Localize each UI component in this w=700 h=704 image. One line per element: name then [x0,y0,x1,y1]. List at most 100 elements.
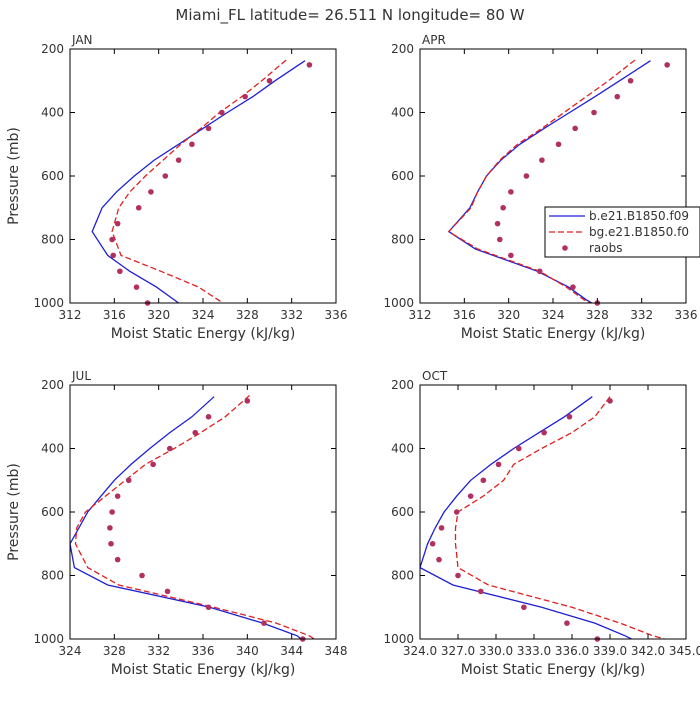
legend: b.e21.B1850.f09 bg.e21.B1850.f0 raobs [544,206,700,258]
legend-marker [562,245,568,251]
raobs-point [133,284,140,290]
x-tick-label: 340 [236,644,259,658]
raobs-point [564,620,570,626]
y-tick-label: 200 [391,42,414,56]
raobs-point [541,429,547,436]
y-tick-label: 200 [41,42,64,56]
raobs-point [108,540,114,547]
panel-label: APR [422,33,446,47]
raobs-point [497,236,503,243]
raobs-point [306,62,313,68]
x-tick-label: 328 [236,308,259,322]
y-tick-label: 400 [391,106,414,120]
y-tick-label: 400 [41,106,64,120]
x-tick-label: 332 [280,308,303,322]
y-tick-label: 400 [391,442,414,456]
model-b-line [91,60,306,303]
raobs-point [536,268,543,275]
x-tick-label: 316 [103,308,126,322]
raobs-point [107,525,113,531]
model-bg-line [447,59,636,303]
plot-frame [419,48,687,304]
y-tick-label: 800 [391,233,414,247]
raobs-point [192,429,199,436]
x-tick-label: 324.0 [403,644,437,658]
raobs-point [266,77,273,84]
panel-label: OCT [422,369,448,383]
raobs-point [508,189,514,195]
raobs-point [570,284,576,290]
raobs-point [500,204,506,211]
x-tick-label: 345.0 [669,644,700,658]
raobs-point [189,141,195,148]
raobs-point [516,445,522,452]
y-tick-label: 1000 [33,632,64,646]
raobs-point [150,461,156,468]
y-tick-label: 1000 [383,632,414,646]
y-tick-label: 200 [391,378,414,392]
raobs-point [175,157,182,163]
x-axis-label: Moist Static Energy (kJ/kg) [461,326,646,342]
x-tick-label: 332 [147,644,170,658]
legend-label: b.e21.B1850.f09 [589,209,689,223]
raobs-point [467,493,474,499]
x-axis-label: Moist Static Energy (kJ/kg) [111,662,296,678]
x-tick-label: 324 [192,308,215,322]
x-axis-label: Moist Static Energy (kJ/kg) [461,662,646,678]
raobs-point [591,109,597,116]
raobs-point [480,477,487,484]
y-tick-label: 600 [41,169,64,183]
raobs-point [164,588,171,595]
x-tick-label: 328 [586,308,609,322]
y-tick-label: 800 [41,233,64,247]
raobs-point [244,398,251,404]
raobs-point [148,189,154,195]
raobs-point [261,620,267,626]
x-tick-label: 316 [453,308,476,322]
y-tick-label: 200 [41,378,64,392]
raobs-point [438,525,445,531]
model-b-line [420,396,633,639]
y-tick-label: 1000 [33,296,64,310]
x-tick-label: 324 [59,644,82,658]
raobs-point [555,141,562,148]
x-tick-label: 344 [280,644,303,658]
y-tick-label: 1000 [383,296,414,310]
raobs-point [162,173,169,179]
raobs-point [521,604,527,611]
raobs-point [508,252,514,259]
y-tick-label: 600 [41,505,64,519]
panel-label: JUL [71,369,91,383]
raobs-point [436,556,442,563]
model-bg-line [74,395,316,639]
plot-frame [69,48,337,304]
raobs-point [627,77,634,84]
model-b-line [447,60,651,303]
x-tick-label: 328 [103,644,126,658]
raobs-point [494,220,501,227]
raobs-point [572,125,578,132]
x-tick-label: 339.0 [593,644,627,658]
x-tick-label: 333.0 [517,644,551,658]
raobs-point [114,556,121,563]
model-bg-line [111,59,287,303]
x-tick-label: 348 [325,644,348,658]
raobs-point [566,413,573,420]
raobs-point [114,493,121,499]
y-tick-label: 400 [41,442,64,456]
raobs-point [664,62,670,68]
raobs-point [455,572,461,579]
raobs-point [125,477,132,484]
raobs-point [109,509,115,515]
raobs-point [495,461,502,468]
raobs-point [539,157,545,163]
legend-label: raobs [589,241,623,255]
raobs-point [242,93,248,100]
x-tick-label: 336.0 [555,644,589,658]
figure-title: Miami_FL latitude= 26.511 N longitude= 8… [175,6,524,25]
legend-entries: b.e21.B1850.f09 bg.e21.B1850.f0 raobs [549,209,689,255]
